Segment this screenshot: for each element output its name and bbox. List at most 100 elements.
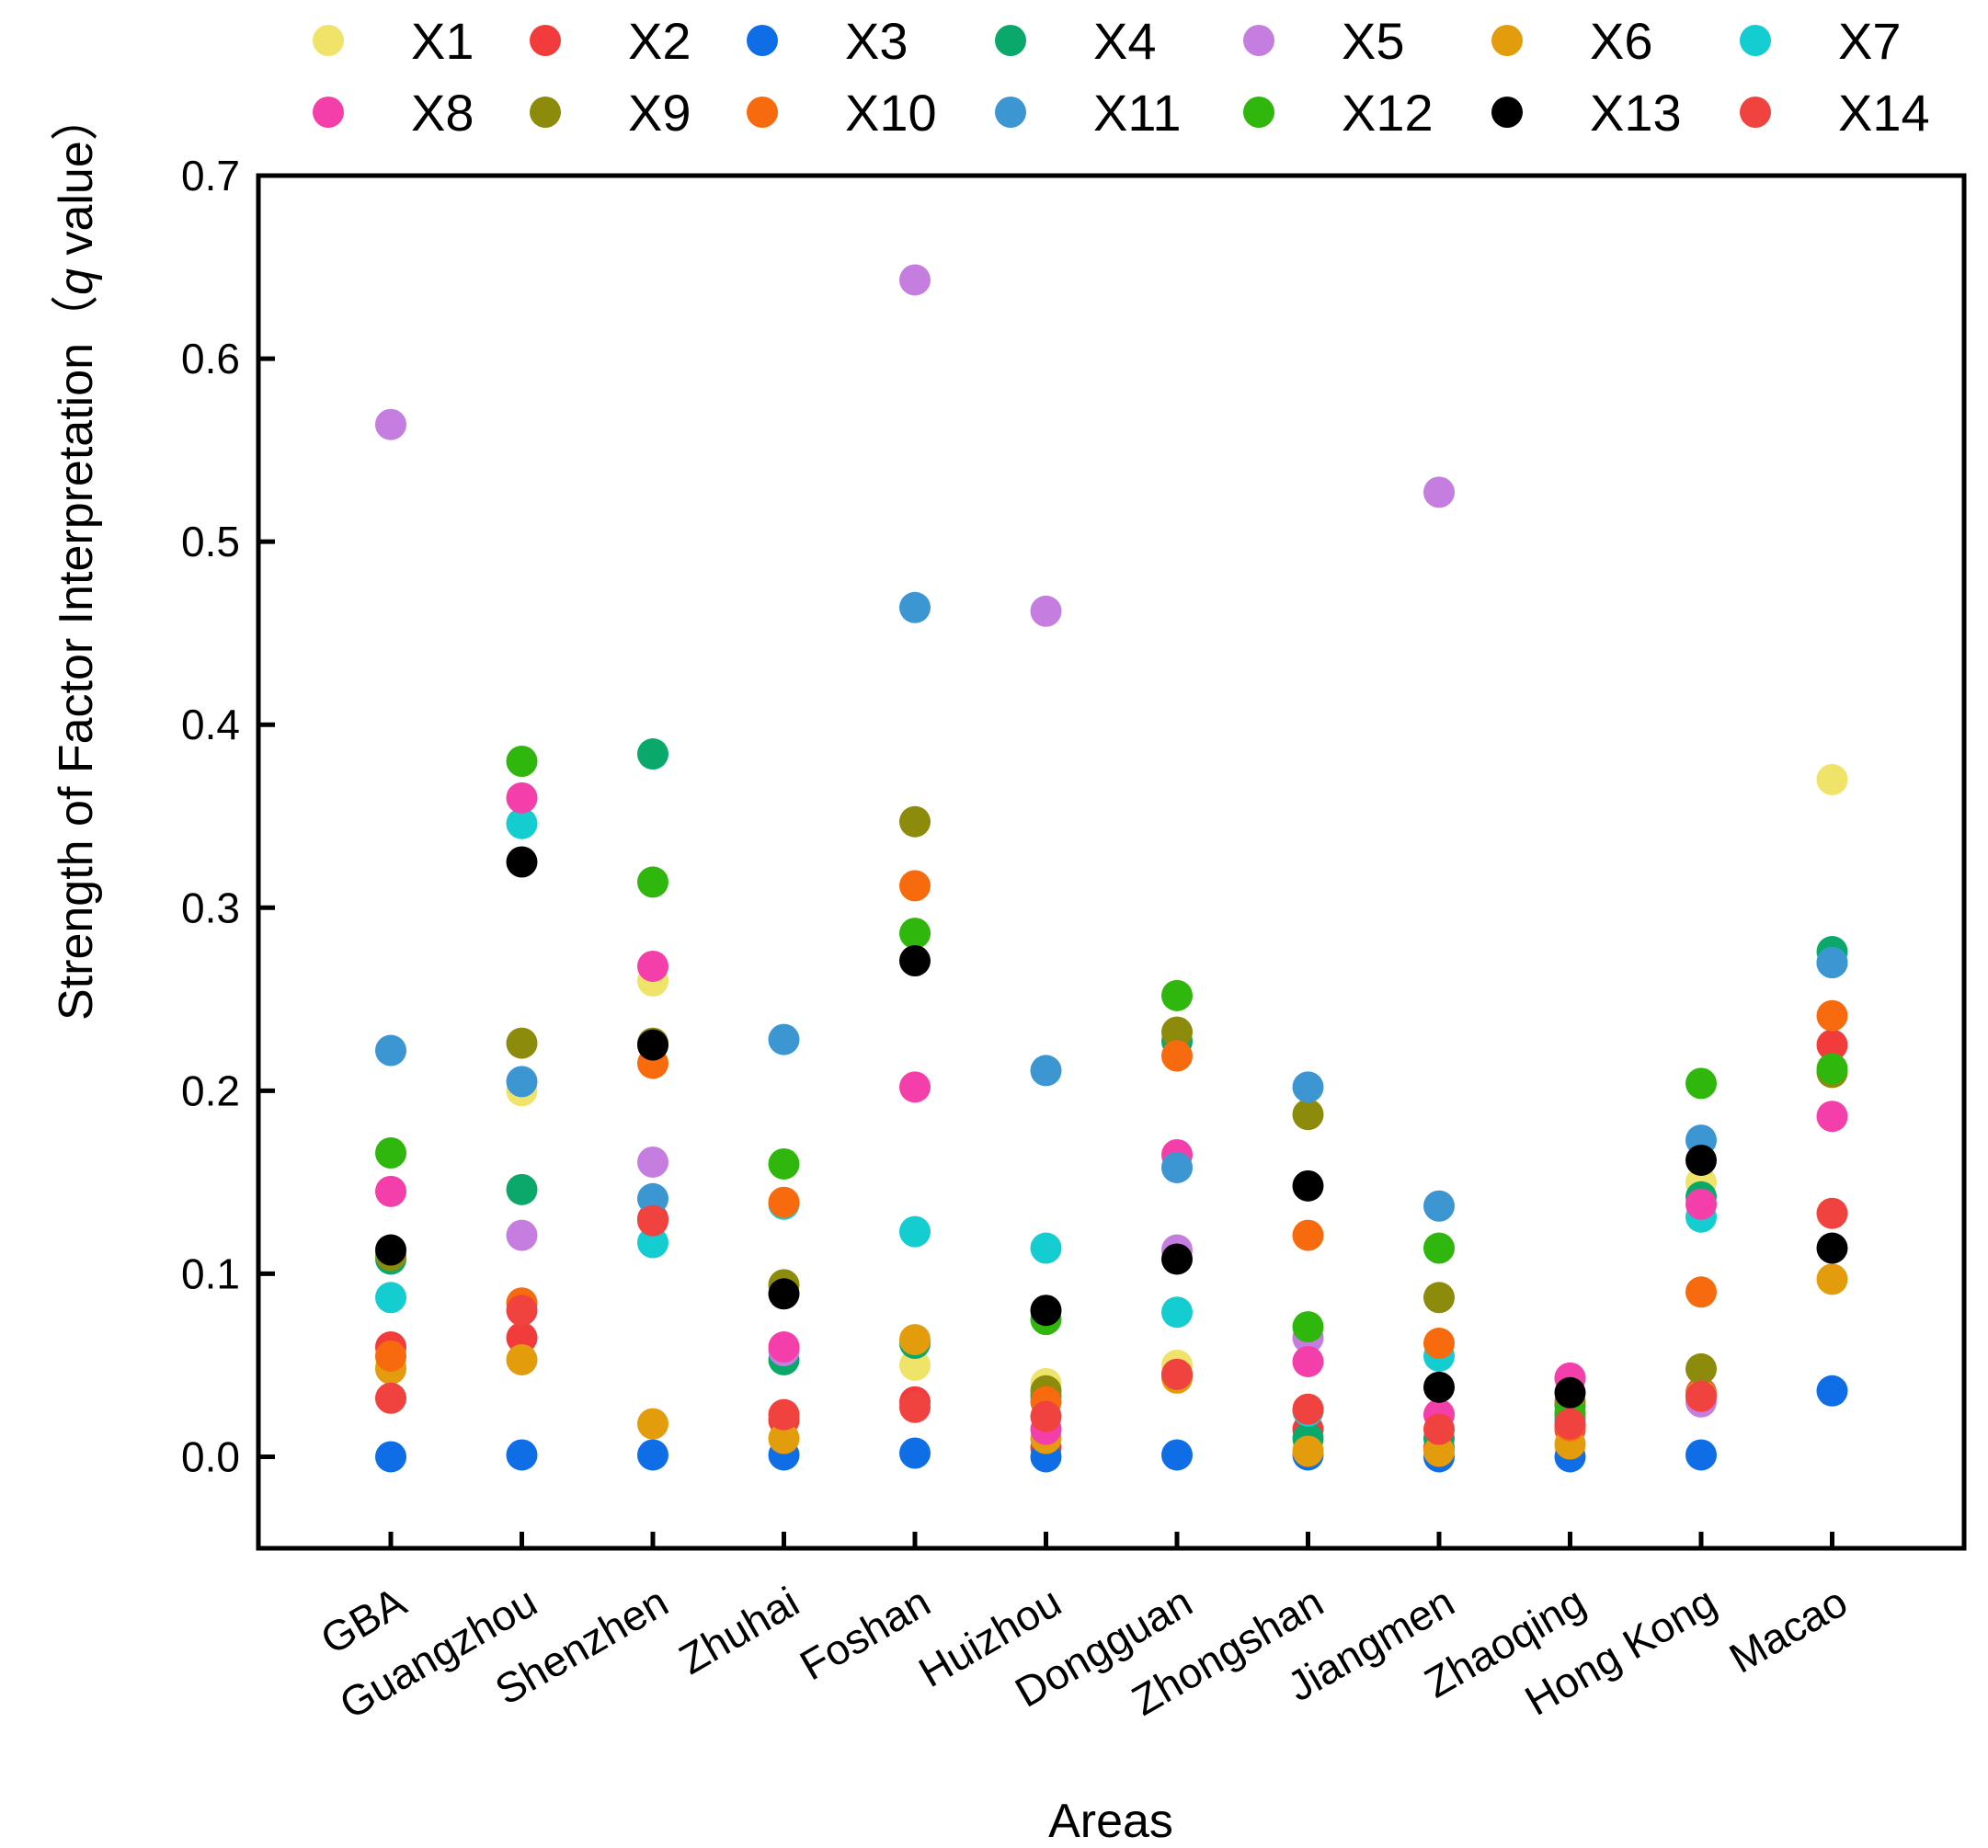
data-point-x14-dongguan xyxy=(1161,1358,1193,1390)
y-tick-label: 0.4 xyxy=(181,701,240,748)
data-point-x12-zhongshan xyxy=(1292,1311,1324,1343)
data-point-x1-foshan xyxy=(899,1349,931,1381)
y-tick-label: 0.3 xyxy=(181,884,240,931)
data-point-x13-zhongshan xyxy=(1292,1169,1324,1202)
data-point-x14-hong-kong xyxy=(1685,1380,1717,1412)
data-point-x7-dongguan xyxy=(1161,1296,1193,1329)
y-axis-title-italic: q xyxy=(50,268,103,295)
data-point-x13-guangzhou xyxy=(506,846,538,878)
data-point-x12-foshan xyxy=(899,918,931,950)
legend-marker xyxy=(1740,25,1771,56)
data-point-x8-zhongshan xyxy=(1292,1345,1324,1377)
data-point-x4-guangzhou xyxy=(506,1173,538,1205)
data-point-x5-gba xyxy=(375,408,406,440)
data-point-x5-jiangmen xyxy=(1423,476,1455,508)
data-point-x3-macao xyxy=(1816,1375,1848,1407)
data-point-x6-jiangmen xyxy=(1423,1435,1455,1467)
legend-label: X6 xyxy=(1590,12,1653,70)
legend-label: X13 xyxy=(1590,84,1682,142)
data-point-x9-foshan xyxy=(899,805,931,838)
data-point-x11-zhongshan xyxy=(1292,1071,1324,1103)
data-point-x9-hong-kong xyxy=(1685,1352,1717,1385)
data-point-x2-macao xyxy=(1816,1029,1848,1061)
x-axis-title: Areas xyxy=(1048,1795,1173,1848)
data-point-x8-hong-kong xyxy=(1685,1188,1717,1220)
data-point-x14-macao xyxy=(1816,1197,1848,1229)
data-point-x6-guangzhou xyxy=(506,1343,538,1375)
data-point-x5-guangzhou xyxy=(506,1219,538,1251)
y-tick-label: 0.5 xyxy=(181,518,240,565)
legend-marker xyxy=(1243,97,1274,128)
data-point-x11-jiangmen xyxy=(1423,1190,1455,1222)
data-point-x9-dongguan xyxy=(1161,1016,1193,1048)
data-point-x8-gba xyxy=(375,1175,406,1207)
x-axis: GBAGuangzhouShenzhenZhuhaiFoshanHuizhouD… xyxy=(313,1532,1856,1728)
data-point-x2-guangzhou xyxy=(506,1322,538,1354)
legend: X1 X2 X3 X4 X5 X6 X7 X8 X9 X10 X11 X12 X13 X14 xyxy=(313,12,1930,142)
data-point-x11-gba xyxy=(375,1034,406,1067)
data-point-x14-jiangmen xyxy=(1423,1413,1455,1445)
data-point-x7-shenzhen xyxy=(637,1226,668,1259)
legend-marker xyxy=(313,97,344,128)
legend-marker xyxy=(313,25,344,56)
data-point-x14-zhaoqing xyxy=(1554,1408,1586,1440)
y-axis-title: Strength of Factor Interpretation（q valu… xyxy=(50,93,103,1021)
data-point-x6-zhongshan xyxy=(1292,1435,1324,1467)
legend-label: X3 xyxy=(845,12,908,70)
data-point-x5-shenzhen xyxy=(637,1146,668,1178)
legend-marker xyxy=(747,25,778,56)
data-point-x3-dongguan xyxy=(1161,1439,1193,1471)
data-point-x8-guangzhou xyxy=(506,781,538,814)
legend-marker xyxy=(530,25,561,56)
data-point-x1-macao xyxy=(1816,763,1848,795)
data-point-x7-gba xyxy=(375,1282,406,1314)
data-point-x14-guangzhou xyxy=(506,1295,538,1327)
data-point-x6-macao xyxy=(1816,1263,1848,1295)
data-point-x10-zhuhai xyxy=(768,1186,800,1218)
data-point-x13-zhaoqing xyxy=(1554,1376,1586,1409)
data-point-x9-guangzhou xyxy=(506,1027,538,1059)
data-point-x14-zhuhai xyxy=(768,1398,800,1431)
data-point-x12-dongguan xyxy=(1161,979,1193,1011)
legend-marker xyxy=(995,97,1026,128)
data-point-x11-guangzhou xyxy=(506,1066,538,1098)
y-tick-label: 0.1 xyxy=(181,1249,240,1297)
legend-label: X5 xyxy=(1342,12,1405,70)
y-tick-label: 0.6 xyxy=(181,335,240,382)
data-point-x3-hong-kong xyxy=(1685,1439,1717,1471)
data-point-x3-guangzhou xyxy=(506,1439,538,1471)
data-point-x12-macao xyxy=(1816,1053,1848,1085)
data-point-x12-shenzhen xyxy=(637,866,668,898)
data-points xyxy=(375,264,1848,1473)
data-point-x13-shenzhen xyxy=(637,1029,668,1061)
data-point-x12-hong-kong xyxy=(1685,1067,1717,1100)
data-point-x4-shenzhen xyxy=(637,738,668,770)
data-point-x14-huizhou xyxy=(1030,1400,1062,1432)
legend-label: X2 xyxy=(628,12,691,70)
data-point-x8-macao xyxy=(1816,1101,1848,1133)
data-point-x7-foshan xyxy=(899,1215,931,1248)
data-point-x10-gba xyxy=(375,1340,406,1372)
data-point-x8-zhuhai xyxy=(768,1331,800,1363)
data-point-x14-zhongshan xyxy=(1292,1393,1324,1425)
data-point-x10-foshan xyxy=(899,870,931,902)
data-point-x11-foshan xyxy=(899,591,931,623)
legend-label: X1 xyxy=(411,12,474,70)
data-point-x11-macao xyxy=(1816,946,1848,978)
data-point-x10-jiangmen xyxy=(1423,1328,1455,1360)
data-point-x8-shenzhen xyxy=(637,950,668,982)
y-tick-label: 0.2 xyxy=(181,1067,240,1114)
legend-marker xyxy=(995,25,1026,56)
data-point-x7-guangzhou xyxy=(506,807,538,839)
data-point-x10-zhongshan xyxy=(1292,1219,1324,1251)
data-point-x8-foshan xyxy=(899,1071,931,1103)
data-point-x9-jiangmen xyxy=(1423,1282,1455,1314)
legend-label: X11 xyxy=(1093,84,1181,142)
x-tick-label: Macao xyxy=(1721,1578,1856,1683)
data-point-x14-shenzhen xyxy=(637,1204,668,1237)
data-point-x13-huizhou xyxy=(1030,1295,1062,1327)
data-point-x6-zhuhai xyxy=(768,1422,800,1454)
legend-marker xyxy=(530,97,561,128)
